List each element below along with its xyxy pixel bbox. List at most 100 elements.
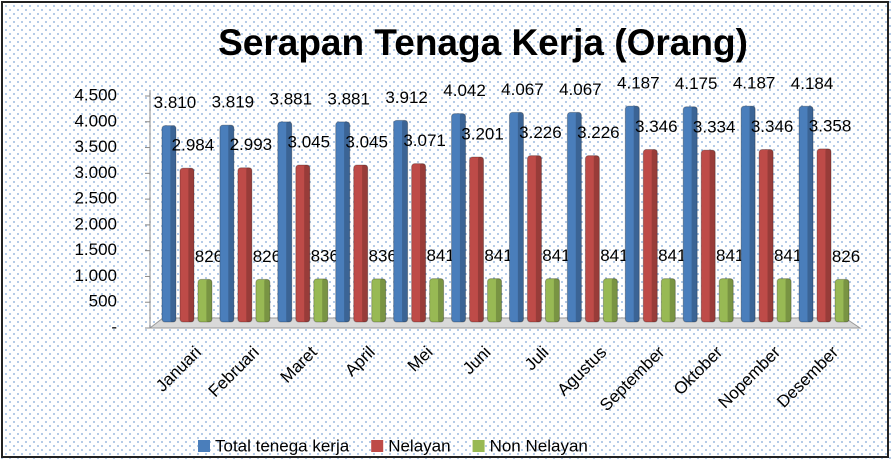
y-tick-label: 1.000 (74, 266, 117, 285)
bar-shade (362, 165, 368, 322)
bar-shade (206, 279, 212, 322)
bar (353, 164, 369, 323)
bar-shade (749, 106, 756, 322)
bar (197, 278, 213, 323)
bar (700, 149, 716, 323)
bar-shade (188, 168, 194, 322)
data-label: 841 (774, 246, 802, 265)
data-label: 3.912 (385, 88, 428, 107)
bar (758, 148, 774, 323)
data-label: 4.175 (675, 74, 718, 93)
data-label: 841 (716, 246, 744, 265)
bar-shade (611, 278, 618, 322)
data-label: 3.045 (288, 132, 331, 151)
data-label: 3.819 (212, 93, 255, 112)
bar (798, 105, 814, 323)
bar-shade (322, 278, 328, 322)
bar-shade (535, 155, 542, 322)
y-tick-label: 2.500 (74, 189, 117, 208)
bar-shade (785, 278, 792, 322)
bar-shade (651, 149, 658, 322)
bar-shade (767, 149, 774, 322)
bar (469, 156, 485, 323)
bar-shade (170, 125, 176, 322)
data-label: 3.045 (345, 132, 388, 151)
bar (526, 155, 542, 323)
data-label: 3.881 (270, 89, 313, 108)
data-label: 4.187 (617, 74, 660, 93)
bar-shade (264, 279, 270, 322)
data-label: 836 (369, 246, 397, 265)
bar (295, 164, 311, 323)
bar-shade (727, 278, 734, 322)
bar (451, 113, 467, 323)
bar (834, 278, 850, 323)
legend-label: Non Nelayan (490, 436, 588, 455)
data-label: 3.810 (154, 93, 197, 112)
legend-swatch (198, 440, 210, 452)
y-tick-label: 1.500 (74, 240, 117, 259)
bar (411, 163, 427, 323)
y-tick-label: 2.000 (74, 214, 117, 233)
data-label: 4.067 (501, 80, 544, 99)
bar-shade (517, 112, 524, 323)
bar (429, 278, 445, 323)
data-label: 3.201 (461, 124, 504, 143)
data-label: 826 (832, 247, 860, 266)
data-label: 826 (195, 247, 223, 266)
bar (313, 278, 329, 323)
bar (642, 148, 658, 323)
data-label: 3.226 (577, 123, 620, 142)
data-label: 4.042 (443, 81, 486, 100)
bar (255, 278, 271, 323)
bar-shade (807, 106, 814, 322)
bar (816, 148, 832, 323)
data-label: 841 (426, 246, 454, 265)
y-tick-label: 4.000 (74, 111, 117, 130)
bar (277, 121, 293, 323)
data-label: 841 (542, 246, 570, 265)
y-tick-label: - (111, 317, 117, 336)
bar (161, 125, 177, 323)
data-label: 2.993 (230, 135, 273, 154)
bar (335, 121, 351, 323)
bar (219, 124, 235, 323)
bar-shade (344, 121, 350, 322)
bar (393, 119, 409, 323)
bar (602, 278, 618, 323)
bar-shade (553, 278, 560, 322)
y-tick-label: 4.500 (74, 85, 117, 104)
bar (487, 278, 503, 323)
bar-shade (402, 120, 408, 322)
bar-shade (477, 156, 484, 322)
y-tick-label: 500 (89, 292, 117, 311)
data-label: 3.346 (751, 117, 794, 136)
legend-label: Nelayan (388, 436, 450, 455)
data-label: 3.358 (809, 116, 852, 135)
bar-shade (709, 150, 716, 322)
bar (371, 278, 387, 323)
bar-shade (691, 106, 698, 322)
data-label: 4.187 (733, 74, 776, 93)
data-label: 4.184 (791, 74, 834, 93)
y-tick-label: 3.500 (74, 137, 117, 156)
bar-shade (495, 278, 502, 322)
chart-title: Serapan Tenaga Kerja (Orang) (218, 22, 748, 63)
bar-shade (228, 125, 234, 322)
data-label: 3.334 (693, 118, 736, 137)
data-label: 841 (658, 246, 686, 265)
bar (776, 278, 792, 323)
bar (624, 105, 640, 323)
bar (660, 278, 676, 323)
data-label: 3.071 (403, 131, 446, 150)
bar (566, 111, 582, 323)
data-label: 3.226 (519, 123, 562, 142)
bar-shade (420, 163, 426, 322)
bar (508, 111, 524, 323)
bar-shade (825, 148, 832, 322)
bar-shade (575, 112, 582, 323)
bar-shade (843, 279, 850, 322)
